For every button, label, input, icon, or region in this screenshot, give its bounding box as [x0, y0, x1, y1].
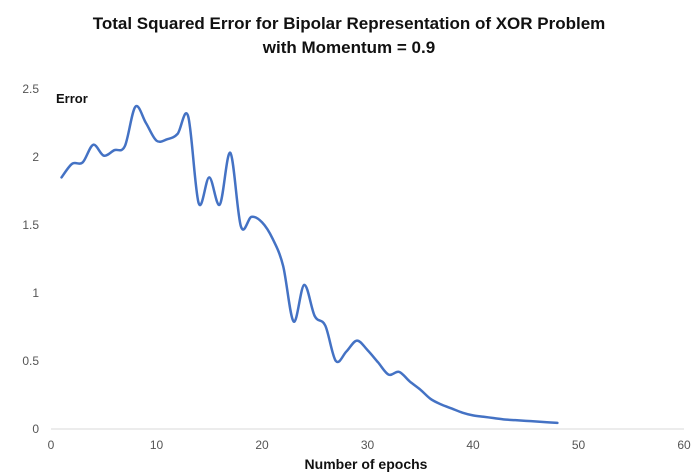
x-tick-label: 0	[48, 438, 55, 452]
y-tick-label: 1.5	[22, 218, 39, 232]
y-tick-label: 0.5	[22, 354, 39, 368]
x-tick-label: 10	[150, 438, 164, 452]
x-tick-label: 20	[255, 438, 269, 452]
series-line	[60, 104, 559, 425]
chart-title-line-1: Total Squared Error for Bipolar Represen…	[93, 14, 606, 33]
x-tick-label: 40	[466, 438, 480, 452]
x-tick-label: 50	[572, 438, 586, 452]
x-axis-label: Number of epochs	[305, 456, 428, 472]
y-tick-label: 2	[32, 150, 39, 164]
chart-title-line-2: with Momentum = 0.9	[262, 38, 435, 57]
x-tick-label: 60	[677, 438, 691, 452]
x-tick-label: 30	[361, 438, 375, 452]
y-tick-label: 0	[32, 422, 39, 436]
y-axis-label: Error	[56, 91, 88, 106]
x-axis-ticks: 0 10 20 30 40 50 60	[48, 438, 691, 452]
y-tick-label: 2.5	[22, 82, 39, 96]
y-tick-label: 1	[32, 286, 39, 300]
y-axis-ticks: 0 0.5 1 1.5 2 2.5	[22, 82, 39, 436]
